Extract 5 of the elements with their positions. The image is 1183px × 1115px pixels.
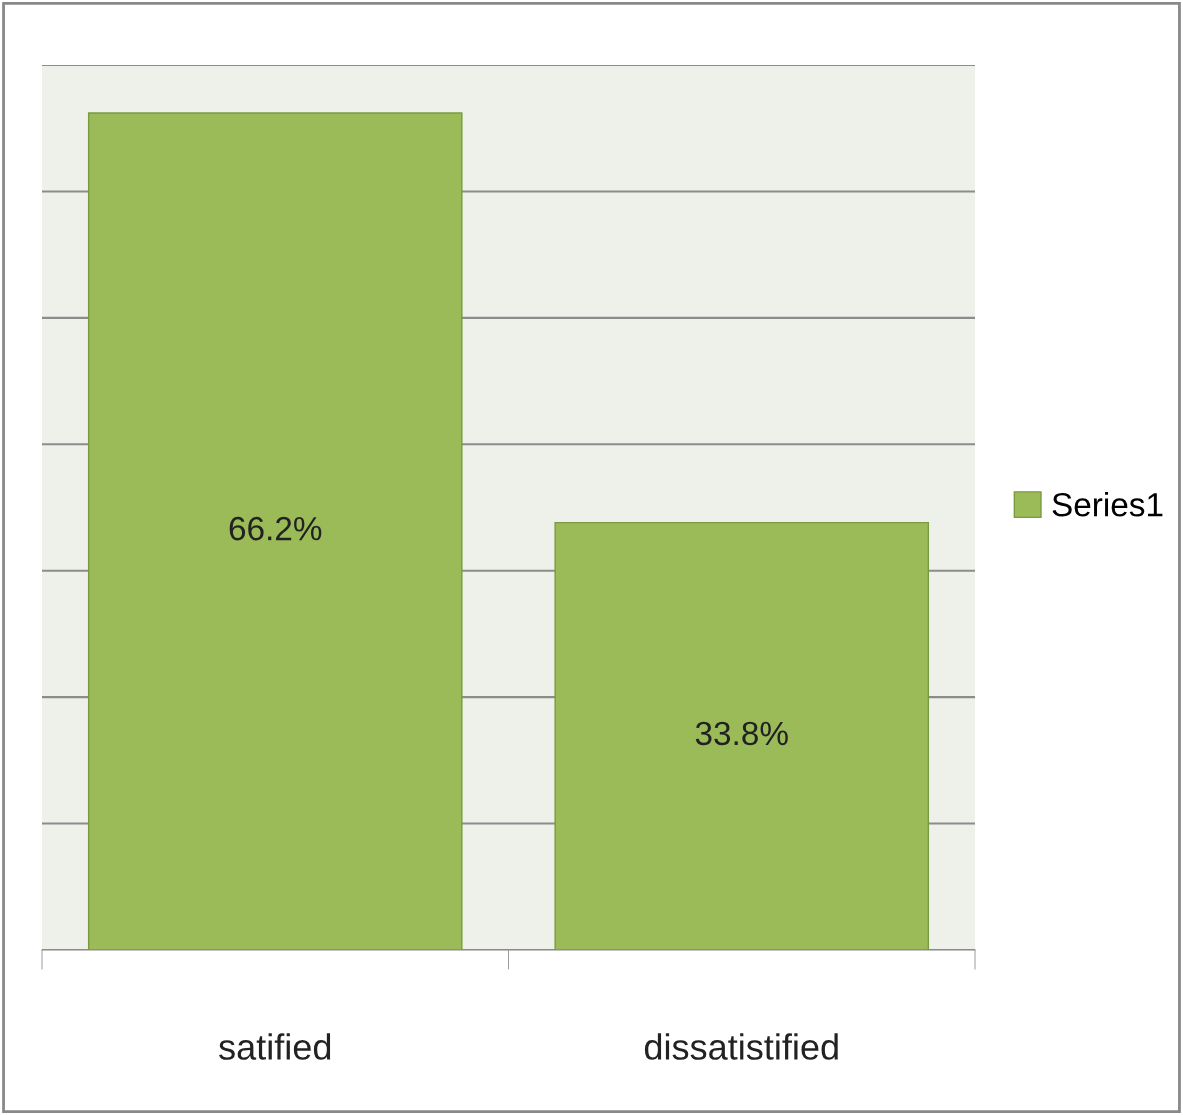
data-label: 33.8% [695, 721, 788, 746]
data-label: 66.2% [229, 516, 322, 541]
x-tick-label: dissatistified [644, 1033, 838, 1060]
x-tick-label: satified [219, 1033, 331, 1060]
legend-label: Series1 [1052, 492, 1163, 517]
